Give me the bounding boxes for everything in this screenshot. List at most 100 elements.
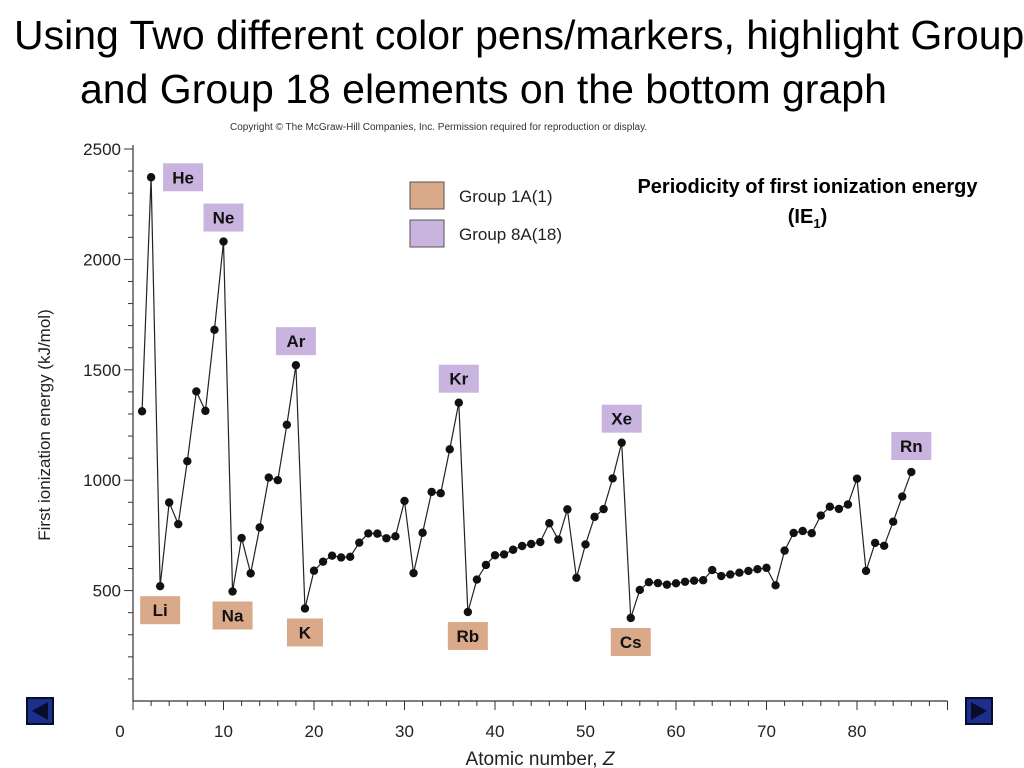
data-point <box>843 500 853 509</box>
data-point <box>146 173 156 182</box>
data-point <box>898 492 907 501</box>
data-point <box>798 526 807 536</box>
element-label-rn: Rn <box>891 432 932 461</box>
data-point <box>336 553 346 562</box>
data-point <box>907 467 916 477</box>
data-point <box>291 360 301 370</box>
y-tick-label: 2500 <box>83 140 121 159</box>
x-axis-label-var: Z <box>602 749 616 768</box>
x-tick-label: 30 <box>395 722 414 741</box>
element-label-text: Xe <box>611 410 632 429</box>
data-point <box>463 607 473 617</box>
data-point <box>318 557 328 566</box>
element-label-li: Li <box>140 596 181 625</box>
data-point <box>644 578 654 587</box>
next-slide-button[interactable] <box>965 697 993 725</box>
data-point <box>210 325 219 335</box>
element-label-box <box>286 618 323 647</box>
element-label-text: Ne <box>213 209 235 228</box>
data-point <box>436 489 445 498</box>
element-label-xe: Xe <box>601 404 642 433</box>
element-label-ar: Ar <box>275 327 316 356</box>
data-point <box>472 575 482 584</box>
y-axis-label: First ionization energy (kJ/mol) <box>35 309 54 540</box>
data-point <box>762 563 771 573</box>
slide-title: Using Two different color pens/markers, … <box>14 12 1024 112</box>
data-point <box>581 540 590 549</box>
data-point <box>237 533 246 543</box>
data-point <box>527 539 536 549</box>
x-tick-label: 60 <box>667 722 686 741</box>
data-point <box>717 571 726 581</box>
element-label-ne: Ne <box>203 203 244 232</box>
legend-swatch <box>409 219 445 248</box>
data-point <box>662 580 672 589</box>
data-point <box>753 564 762 574</box>
data-point <box>264 473 273 482</box>
data-point <box>508 545 518 554</box>
element-label-text: Ar <box>286 332 305 351</box>
data-point <box>626 613 635 623</box>
data-point <box>391 532 400 541</box>
x-tick-label: 20 <box>305 722 324 741</box>
data-point <box>427 487 436 497</box>
data-point <box>282 420 292 429</box>
data-point <box>309 566 319 575</box>
data-point <box>635 585 644 595</box>
data-point <box>789 528 798 538</box>
data-point <box>165 498 174 507</box>
data-point <box>780 546 789 555</box>
data-point <box>735 568 744 577</box>
y-tick-label: 500 <box>93 582 121 601</box>
data-point <box>228 587 237 596</box>
chart-title-text: Periodicity of first ionization energy (… <box>637 176 978 228</box>
previous-slide-button[interactable] <box>26 697 54 725</box>
x-axis-label-text: Atomic number, <box>466 749 603 768</box>
data-point <box>545 519 554 528</box>
element-label-he: He <box>163 163 204 192</box>
copyright-notice: Copyright © The McGraw-Hill Companies, I… <box>230 122 648 133</box>
data-point <box>861 566 871 576</box>
element-label-k: K <box>286 618 323 647</box>
data-point <box>536 537 545 547</box>
data-point <box>671 579 681 588</box>
data-point <box>852 474 862 483</box>
data-point <box>572 573 581 582</box>
data-point <box>599 504 608 514</box>
arrow-left-icon <box>32 702 48 720</box>
data-point <box>771 581 780 590</box>
x-axis-label: Atomic number, Z <box>466 749 616 768</box>
element-label-na: Na <box>212 601 253 630</box>
data-point <box>418 528 427 537</box>
data-point <box>155 581 165 591</box>
legend-label: Group 1A(1) <box>459 187 553 206</box>
data-point <box>183 457 192 466</box>
element-label-box <box>212 601 253 630</box>
data-point <box>373 529 382 538</box>
data-point <box>590 512 599 522</box>
data-point <box>192 387 201 396</box>
chart-title-subscript: 1 <box>813 216 821 231</box>
data-point <box>726 570 735 579</box>
element-label-box <box>438 364 479 393</box>
element-label-text: Li <box>153 601 168 620</box>
data-point <box>889 517 898 526</box>
data-point <box>807 528 816 538</box>
y-tick-label: 1500 <box>83 361 121 380</box>
data-point <box>870 538 880 548</box>
data-point <box>481 560 491 570</box>
data-point <box>445 445 454 454</box>
data-point <box>608 474 617 483</box>
element-label-rb: Rb <box>447 622 488 651</box>
data-point <box>346 552 355 562</box>
element-label-kr: Kr <box>438 364 479 393</box>
data-point <box>834 504 844 514</box>
data-point <box>364 529 373 538</box>
data-point <box>689 576 699 585</box>
y-tick-label: 1000 <box>83 471 121 490</box>
data-point <box>490 551 500 560</box>
data-point <box>327 551 337 560</box>
element-label-text: Cs <box>620 633 642 652</box>
element-label-box <box>140 596 181 625</box>
